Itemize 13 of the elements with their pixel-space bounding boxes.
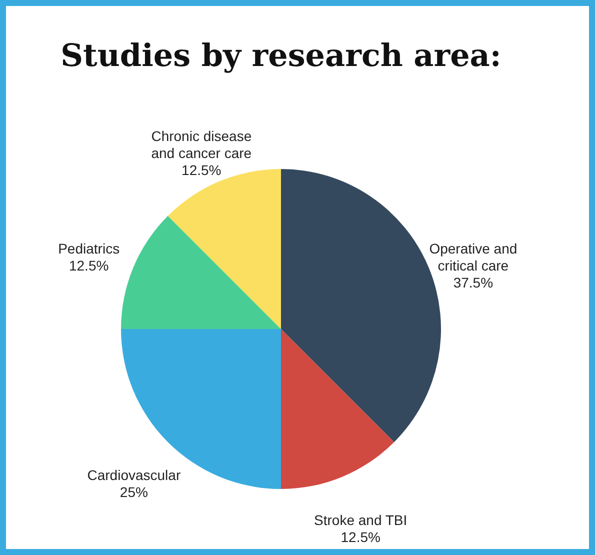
data-label: 37.5% (453, 274, 494, 290)
chart-title: Studies by research area: (60, 38, 502, 74)
slice-label: Operative and critical care (429, 240, 518, 274)
data-label: 12.5% (182, 162, 222, 178)
pie-slice (121, 216, 281, 329)
data-label: 12.5% (68, 257, 109, 274)
data-label: 12.5% (340, 529, 380, 546)
slice-label: Chronic disease and cancer care (151, 128, 252, 161)
data-label: 25% (120, 484, 148, 500)
slice-label: Stroke and TBI (314, 512, 408, 528)
slice-label: Pediatrics (58, 240, 120, 256)
slice-label: Cardiovascular (87, 467, 181, 484)
pie-slice (281, 329, 394, 489)
